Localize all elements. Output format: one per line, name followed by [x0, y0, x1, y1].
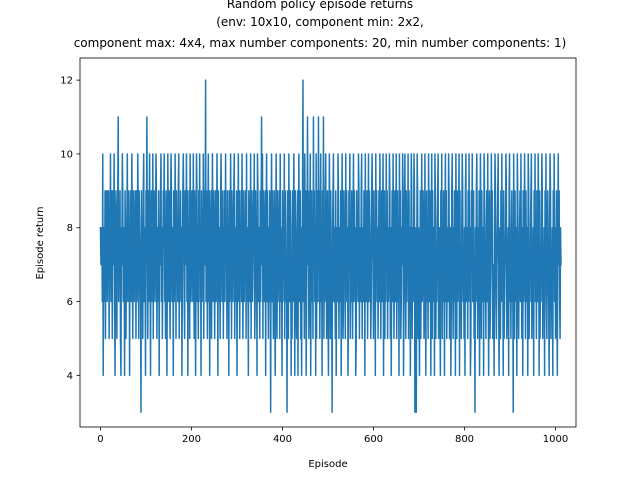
series-line-episode-returns [99, 79, 562, 413]
y-tick-label: 8 [67, 223, 73, 234]
plot-frame [79, 57, 577, 428]
x-axis-label: Episode [308, 459, 347, 470]
y-axis: 4 6 8 10 12 [60, 76, 80, 382]
plot-area [80, 58, 576, 427]
chart-title: Random policy episode returns (env: 10x1… [74, 0, 567, 50]
x-tick-label: 400 [273, 434, 292, 445]
y-axis-label: Episode return [35, 206, 46, 279]
x-tick-label: 600 [364, 434, 383, 445]
y-tick-label: 12 [60, 76, 73, 87]
x-tick-label: 1000 [543, 434, 568, 445]
x-tick-label: 200 [182, 434, 201, 445]
chart-title-line-3: component max: 4x4, max number component… [74, 36, 567, 50]
x-tick-label: 800 [455, 434, 474, 445]
x-axis: 0 200 400 600 800 1000 [97, 427, 568, 445]
y-tick-label: 4 [67, 371, 73, 382]
y-tick-label: 6 [67, 297, 73, 308]
chart-title-line-1: Random policy episode returns [227, 0, 413, 11]
y-tick-label: 10 [60, 149, 73, 160]
chart-title-line-2: (env: 10x10, component min: 2x2, [216, 15, 424, 29]
x-tick-label: 0 [97, 434, 103, 445]
